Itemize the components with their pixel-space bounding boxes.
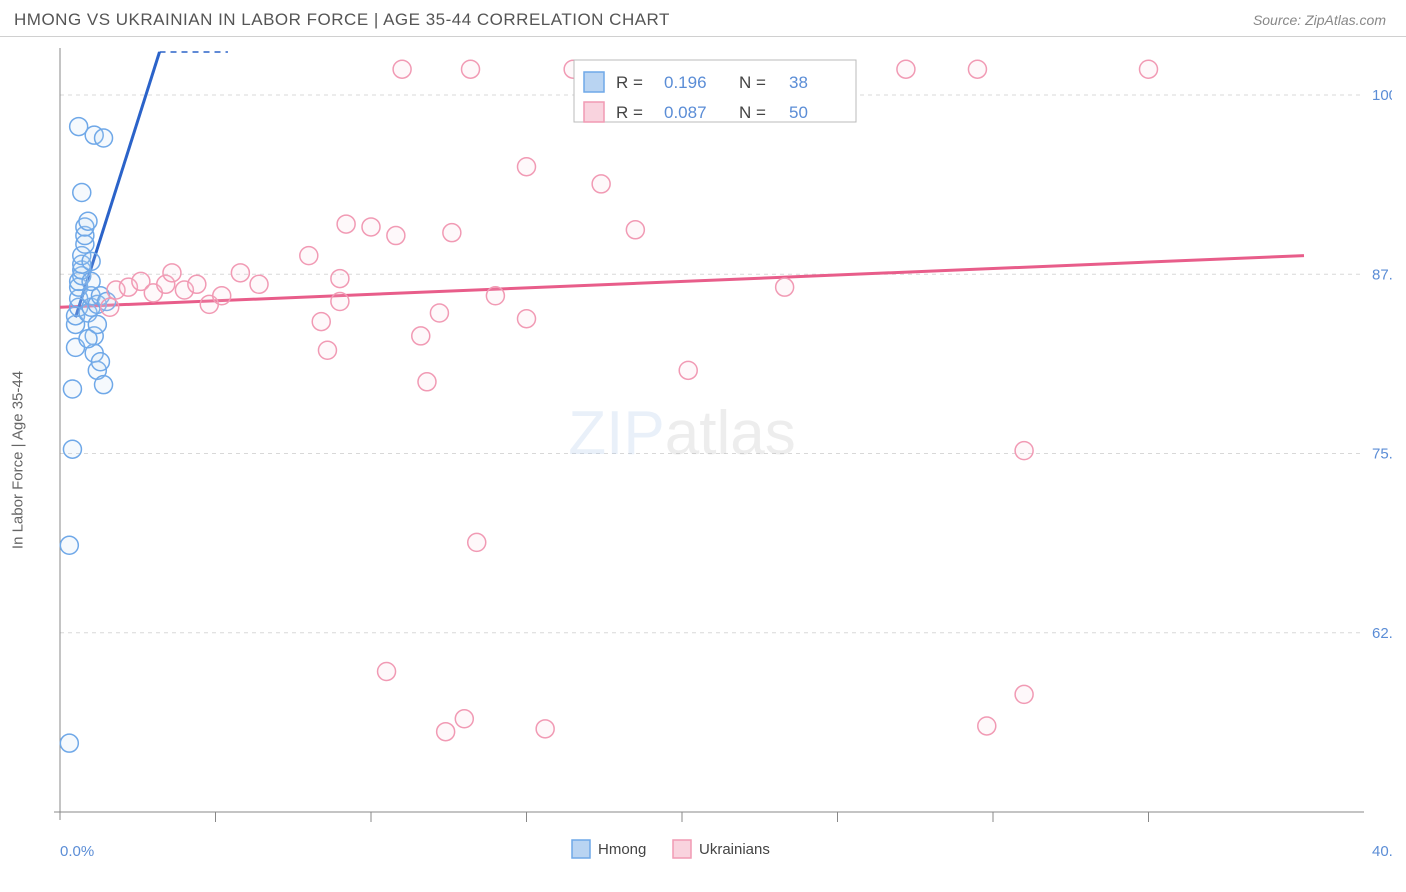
data-point <box>63 380 81 398</box>
data-point <box>63 440 81 458</box>
data-point <box>331 270 349 288</box>
legend-swatch <box>584 72 604 92</box>
data-point <box>231 264 249 282</box>
legend-n-label: N = <box>739 103 766 122</box>
chart-header: HMONG VS UKRAINIAN IN LABOR FORCE | AGE … <box>0 0 1406 37</box>
data-point <box>393 60 411 78</box>
data-point <box>82 252 100 270</box>
data-point <box>91 353 109 371</box>
legend-r-label: R = <box>616 103 643 122</box>
y-tick-label: 100.0% <box>1372 87 1392 104</box>
chart-area: In Labor Force | Age 35-44 62.5%75.0%87.… <box>14 42 1392 878</box>
legend-swatch <box>584 102 604 122</box>
scatter-plot: 62.5% 75.0% 87.5% 100.0% 0.0% 40.0% ZIPatlas R … <box>14 42 1392 878</box>
legend-n-value: 38 <box>789 73 808 92</box>
data-point <box>776 278 794 296</box>
data-point <box>468 533 486 551</box>
data-point <box>536 720 554 738</box>
data-point <box>679 361 697 379</box>
watermark: ZIPatlas <box>568 399 795 468</box>
data-point <box>312 313 330 331</box>
data-point <box>462 60 480 78</box>
trend-line <box>60 256 1304 308</box>
chart-title: HMONG VS UKRAINIAN IN LABOR FORCE | AGE … <box>14 10 670 30</box>
data-point <box>518 310 536 328</box>
data-point <box>897 60 915 78</box>
legend-n-value: 50 <box>789 103 808 122</box>
data-point <box>362 218 380 236</box>
data-point <box>1015 442 1033 460</box>
y-tick-label: 87.5% <box>1372 266 1392 283</box>
chart-source: Source: ZipAtlas.com <box>1253 12 1386 28</box>
data-point <box>300 247 318 265</box>
data-point <box>188 275 206 293</box>
x-tick-label: 0.0% <box>60 843 94 860</box>
data-point <box>73 184 91 202</box>
data-point <box>337 215 355 233</box>
data-point <box>213 287 231 305</box>
legend-series-label: Hmong <box>598 841 646 858</box>
data-point <box>95 376 113 394</box>
x-tick-label: 40.0% <box>1372 843 1392 860</box>
legend-series-label: Ukrainians <box>699 841 770 858</box>
legend-swatch <box>572 840 590 858</box>
data-point <box>70 118 88 136</box>
data-point <box>1015 685 1033 703</box>
data-point <box>486 287 504 305</box>
legend-swatch <box>673 840 691 858</box>
legend-r-label: R = <box>616 73 643 92</box>
data-point <box>79 330 97 348</box>
data-point <box>968 60 986 78</box>
data-point <box>163 264 181 282</box>
legend-r-value: 0.196 <box>664 73 707 92</box>
data-point <box>101 298 119 316</box>
data-point <box>250 275 268 293</box>
data-point <box>412 327 430 345</box>
data-point <box>418 373 436 391</box>
data-point <box>1140 60 1158 78</box>
y-tick-label: 75.0% <box>1372 446 1392 463</box>
data-point <box>443 224 461 242</box>
data-point <box>626 221 644 239</box>
data-point <box>60 536 78 554</box>
data-point <box>378 662 396 680</box>
y-tick-label: 62.5% <box>1372 625 1392 642</box>
data-point <box>978 717 996 735</box>
data-point <box>79 212 97 230</box>
data-point <box>331 293 349 311</box>
data-point <box>455 710 473 728</box>
data-point <box>387 227 405 245</box>
data-point <box>437 723 455 741</box>
data-point <box>95 129 113 147</box>
data-point <box>318 341 336 359</box>
data-point <box>430 304 448 322</box>
legend-n-label: N = <box>739 73 766 92</box>
data-point <box>518 158 536 176</box>
legend-r-value: 0.087 <box>664 103 707 122</box>
data-point <box>60 734 78 752</box>
data-point <box>592 175 610 193</box>
